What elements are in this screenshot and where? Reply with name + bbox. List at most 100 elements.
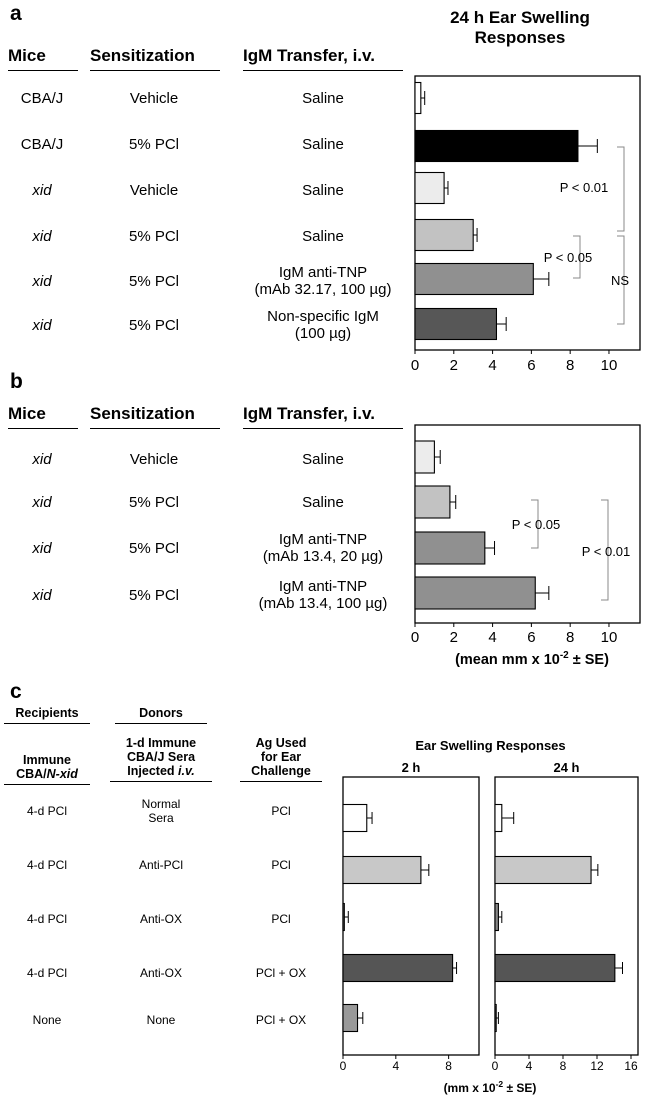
panel-a-row6-transfer: Non-specific IgM (100 µg) <box>233 308 413 342</box>
panel-a-annotation-ns: NS <box>611 273 629 288</box>
panel-a-chart: 0 2 4 6 8 10 <box>411 81 618 374</box>
header-line: CBA/N-xid <box>16 767 78 781</box>
transfer-line1: IgM anti-TNP <box>278 578 368 595</box>
panel-a-tick-label-10: 10 <box>601 357 618 374</box>
panel-b-header-transfer: IgM Transfer, i.v. <box>243 404 403 429</box>
panel-c-24h-tick-label-8: 8 <box>560 1059 567 1073</box>
panel-b-tick-label-6: 6 <box>527 629 535 646</box>
chart-title-line1: 24 h Ear Swelling <box>450 8 590 27</box>
header-line: Challenge <box>251 764 311 778</box>
panel-b-bar-2 <box>414 485 451 519</box>
panel-a-tick-label-8: 8 <box>566 357 574 374</box>
chart-title-line2: Responses <box>474 28 566 47</box>
donors-line1: Normal <box>141 797 181 811</box>
header-line: Immune <box>23 753 71 767</box>
panel-c-2h-tick-label-4: 4 <box>392 1059 399 1073</box>
header-line: for Ear <box>260 750 302 764</box>
transfer-line2: (100 µg) <box>294 325 352 342</box>
transfer-line1: IgM anti-TNP <box>278 531 368 548</box>
panel-c-row5-donors: None <box>146 1013 176 1027</box>
panel-c-row4-recipients: 4-d PCl <box>26 966 67 980</box>
panel-c-row2-ag: PCl <box>271 858 291 872</box>
panel-b-xlabel: (mean mm x 10-2 ± SE) <box>455 650 609 668</box>
panel-b-bar-4 <box>414 576 536 610</box>
panel-a-row6-sens: 5% PCl <box>128 317 180 334</box>
panel-a-annotation-p005: P < 0.05 <box>544 250 593 265</box>
panel-b-row1-sens: Vehicle <box>129 451 179 468</box>
donors-line2: Sera <box>148 811 174 825</box>
bracket-b-p001 <box>601 499 609 601</box>
panel-c-header-recipients: Immune CBA/N-xid <box>4 753 90 785</box>
panel-b-row2-transfer: Saline <box>302 494 344 511</box>
panel-c-24h-frame <box>494 776 639 1056</box>
panel-c-row4-donors: Anti-OX <box>139 966 182 980</box>
panel-a-bar-2 <box>414 129 579 163</box>
panel-a-tick-label-4: 4 <box>488 357 496 374</box>
bracket-ns <box>617 235 625 325</box>
transfer-line1: IgM anti-TNP <box>278 264 368 281</box>
panel-c-subtitle-2h: 2 h <box>401 760 421 775</box>
panel-c-2h-bar-3 <box>342 902 345 932</box>
panel-b-header-sensitization: Sensitization <box>90 404 220 429</box>
panel-c-row2-donors: Anti-PCl <box>138 858 183 872</box>
panel-c-subtitle-24h: 24 h <box>553 760 580 775</box>
panel-a-tick-label-6: 6 <box>527 357 535 374</box>
panel-b-tick-label-10: 10 <box>601 629 618 646</box>
panel-c-24h-tick-label-16: 16 <box>624 1059 638 1073</box>
panel-a-bar-5 <box>414 262 534 296</box>
panel-a-row1-mice: CBA/J <box>20 90 64 107</box>
panel-c-letter: c <box>10 680 22 703</box>
panel-c-group-recipients: Recipients <box>4 706 90 724</box>
panel-c-header-ag: Ag Used for Ear Challenge <box>240 736 322 782</box>
panel-b-header-mice: Mice <box>8 404 78 429</box>
panel-c-row1-recipients: 4-d PCl <box>26 804 67 818</box>
header-line: 1-d Immune <box>125 736 197 750</box>
panel-a-row3-sens: Vehicle <box>129 182 179 199</box>
panel-c-24h-bar-5 <box>494 1003 497 1033</box>
panel-a-row2-sens: 5% PCl <box>128 136 180 153</box>
header-line: Injected i.v. <box>127 764 195 778</box>
panel-a-header-sensitization: Sensitization <box>90 46 220 71</box>
panel-a-annotation-p001: P < 0.01 <box>560 180 609 195</box>
panel-a-row3-mice: xid <box>32 182 52 199</box>
panel-c-24h-bar-2 <box>494 855 592 885</box>
panel-a-header-mice: Mice <box>8 46 78 71</box>
panel-c-row5-recipients: None <box>32 1013 62 1027</box>
panel-a-row5-mice: xid <box>32 273 52 290</box>
panel-a-bar-1 <box>414 81 422 115</box>
bracket-b-p005 <box>531 499 539 549</box>
panel-b-letter: b <box>10 370 23 393</box>
panel-c-chart-title: Ear Swelling Responses <box>415 738 566 753</box>
panel-b-annotation-p005: P < 0.05 <box>512 517 561 532</box>
panel-b-chart: 0 2 4 6 8 10 <box>411 440 618 646</box>
panel-c-row3-ag: PCl <box>271 912 291 926</box>
panel-c-row3-recipients: 4-d PCl <box>26 912 67 926</box>
panel-b-row2-sens: 5% PCl <box>128 494 180 511</box>
panel-a-row4-mice: xid <box>32 228 52 245</box>
transfer-line2: (mAb 13.4, 100 µg) <box>258 595 388 612</box>
panel-a-header-transfer: IgM Transfer, i.v. <box>243 46 403 71</box>
panel-a-bar-4 <box>414 218 474 252</box>
panel-c-24h-bar-4 <box>494 953 616 983</box>
panel-c-24h-tick-label-0: 0 <box>492 1059 499 1073</box>
bracket-p001 <box>617 146 625 232</box>
bracket-p005 <box>573 235 581 279</box>
panel-a-frame <box>414 75 641 351</box>
panel-b-brackets <box>531 499 609 601</box>
panel-b-row1-mice: xid <box>32 451 52 468</box>
panel-b-tick-label-4: 4 <box>488 629 496 646</box>
panel-c-row1-donors: Normal Sera <box>110 797 212 825</box>
panel-c-24h-bar-3 <box>494 902 499 932</box>
panel-c-xlabel: (mm x 10-2 ± SE) <box>444 1079 537 1095</box>
panel-a-tick-label-0: 0 <box>411 357 419 374</box>
panel-c-group-donors: Donors <box>115 706 207 724</box>
transfer-line2: (mAb 32.17, 100 µg) <box>254 281 392 298</box>
panel-a-letter: a <box>10 2 22 25</box>
panel-a-brackets <box>573 146 625 325</box>
panel-a-bar-6 <box>414 307 498 341</box>
panel-a-row2-transfer: Saline <box>302 136 344 153</box>
panel-b-tick-label-0: 0 <box>411 629 419 646</box>
panel-b-row4-sens: 5% PCl <box>128 587 180 604</box>
transfer-line2: (mAb 13.4, 20 µg) <box>262 548 384 565</box>
